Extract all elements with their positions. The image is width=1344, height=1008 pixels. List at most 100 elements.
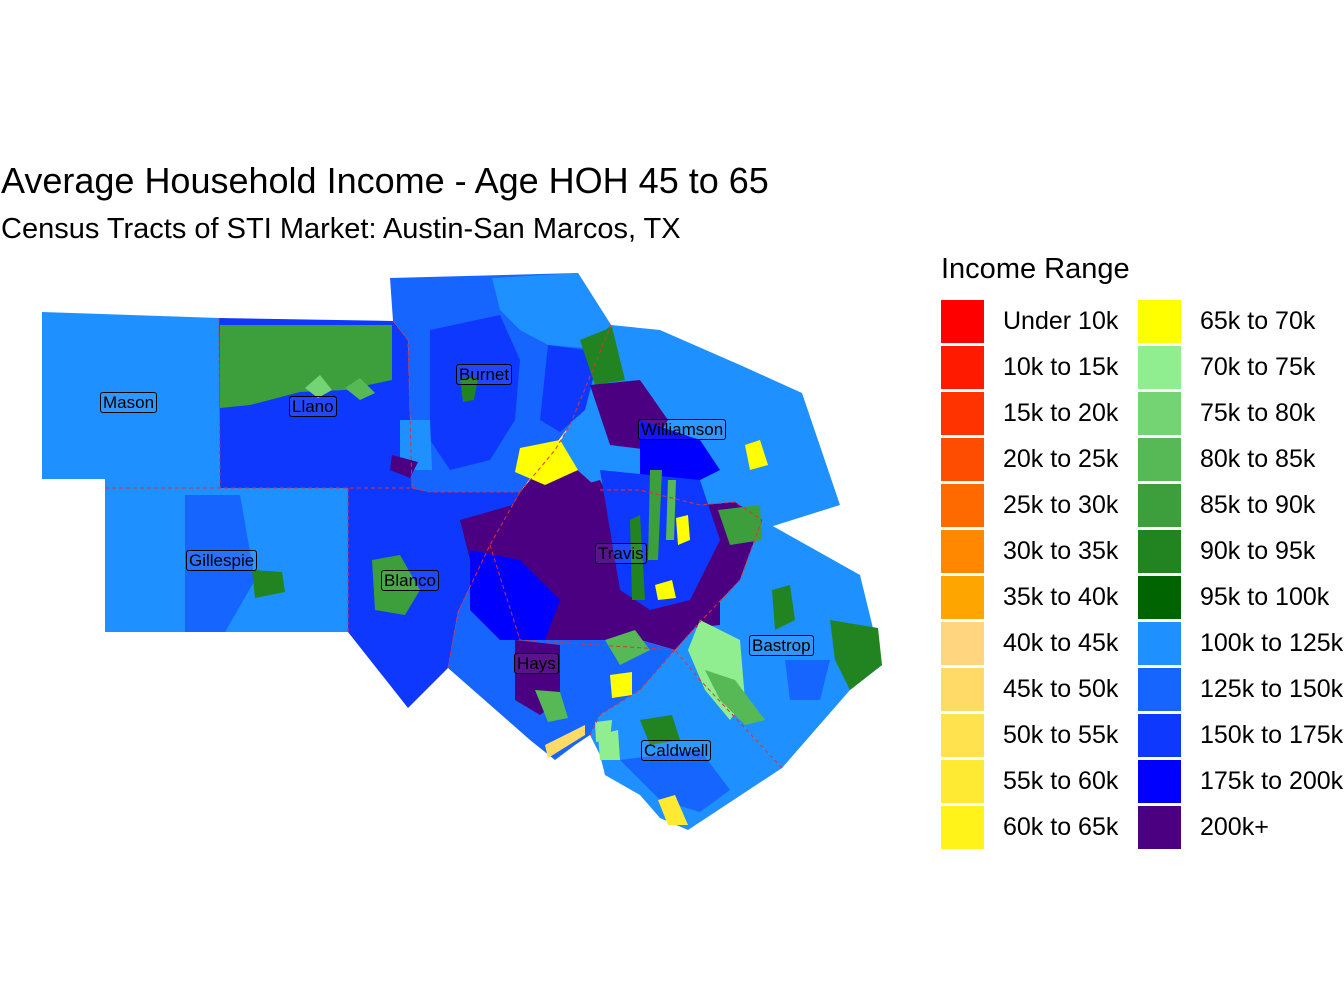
legend-swatch <box>941 668 984 711</box>
county-label-blanco: Blanco <box>381 570 439 591</box>
legend-label: 70k to 75k <box>1200 353 1316 381</box>
legend-label: 20k to 25k <box>1003 445 1119 473</box>
legend-swatch <box>941 346 984 389</box>
tract-shape <box>400 420 432 470</box>
county-label-bastrop: Bastrop <box>749 635 814 656</box>
county-label-caldwell: Caldwell <box>641 740 712 761</box>
tract-shape <box>772 585 795 630</box>
tract-shape <box>580 327 625 385</box>
tract-shape <box>718 505 762 545</box>
tract-shape <box>470 550 560 640</box>
tract-shape <box>305 375 332 398</box>
tract-shape <box>640 715 680 745</box>
legend-label: 30k to 35k <box>1003 537 1119 565</box>
tract-shape <box>676 515 690 545</box>
legend-swatch <box>1138 392 1181 435</box>
legend-label: 25k to 30k <box>1003 491 1119 519</box>
legend-swatch <box>941 576 984 619</box>
tract-shape <box>598 730 620 760</box>
map-title: Average Household Income - Age HOH 45 to… <box>1 160 769 201</box>
boundary-line <box>392 320 413 489</box>
boundary-line <box>674 519 783 769</box>
legend-label: 10k to 15k <box>1003 353 1119 381</box>
tract-shape <box>610 672 632 698</box>
legend-label: 65k to 70k <box>1200 307 1316 335</box>
legend-swatch <box>1138 714 1181 757</box>
tract-shape <box>515 440 578 485</box>
tract-shape <box>545 725 585 758</box>
legend-label: 50k to 55k <box>1003 721 1119 749</box>
legend-swatch <box>1138 484 1181 527</box>
boundary-line <box>600 489 763 521</box>
tract-shape <box>605 630 650 665</box>
county-boundaries <box>105 317 783 769</box>
legend-swatch <box>1138 530 1181 573</box>
tract-shape <box>830 620 882 690</box>
legend-label: 125k to 150k <box>1200 675 1344 703</box>
legend-label: 15k to 20k <box>1003 399 1119 427</box>
legend-label: 200k+ <box>1200 813 1269 841</box>
tract-shape <box>540 345 600 432</box>
legend-swatch <box>941 806 984 849</box>
county-label-travis: Travis <box>595 543 647 564</box>
tract-shape <box>658 795 688 825</box>
legend-swatch <box>941 392 984 435</box>
legend-label: 35k to 40k <box>1003 583 1119 611</box>
legend-label: 85k to 90k <box>1200 491 1316 519</box>
legend-label: 95k to 100k <box>1200 583 1330 611</box>
tract-shape <box>252 570 285 598</box>
county-label-gillespie: Gillespie <box>186 550 258 571</box>
boundary-line <box>447 491 521 669</box>
legend-label: 75k to 80k <box>1200 399 1316 427</box>
legend-swatch <box>941 300 984 343</box>
legend-label: 45k to 50k <box>1003 675 1119 703</box>
legend-swatch <box>1138 668 1181 711</box>
tract-shape <box>655 580 676 600</box>
legend-label: 90k to 95k <box>1200 537 1316 565</box>
legend-swatch <box>941 484 984 527</box>
legend-swatch <box>941 438 984 481</box>
tract-shape <box>492 273 611 348</box>
tract-shape <box>185 495 255 632</box>
tract-shape <box>600 470 720 610</box>
boundary-line <box>105 487 520 493</box>
tract-shape <box>745 440 768 470</box>
legend-swatch <box>1138 438 1181 481</box>
boundary-line <box>489 544 676 651</box>
legend-title: Income Range <box>941 253 1130 285</box>
legend-label: 55k to 60k <box>1003 767 1119 795</box>
county-label-williamson: Williamson <box>638 419 727 440</box>
tract-shape <box>680 595 720 628</box>
tract-shape <box>620 750 730 812</box>
legend-swatch <box>1138 760 1181 803</box>
tract-shape <box>785 660 830 700</box>
tract-shape <box>345 378 375 400</box>
legend-swatch <box>941 530 984 573</box>
legend-label: 80k to 85k <box>1200 445 1316 473</box>
tract-shape <box>535 690 568 722</box>
legend-label: 60k to 65k <box>1003 813 1119 841</box>
tract-detail <box>105 273 882 825</box>
county-label-burnet: Burnet <box>456 364 513 385</box>
legend-swatch <box>1138 576 1181 619</box>
boundary-line <box>218 317 221 489</box>
county-mason <box>42 312 220 488</box>
legend-label: 150k to 175k <box>1200 721 1344 749</box>
legend-label: 100k to 125k <box>1200 629 1344 657</box>
legend-label: 40k to 45k <box>1003 629 1119 657</box>
legend-swatch <box>1138 806 1181 849</box>
tract-shape <box>390 455 418 478</box>
map-subtitle: Census Tracts of STI Market: Austin-San … <box>1 213 681 245</box>
legend-label: Under 10k <box>1003 307 1119 335</box>
tract-shape <box>666 480 676 540</box>
legend-swatch <box>941 714 984 757</box>
legend-swatch <box>1138 346 1181 389</box>
boundary-line <box>519 324 612 493</box>
tract-shape <box>705 670 765 725</box>
county-label-hays: Hays <box>514 653 559 674</box>
legend-label: 175k to 200k <box>1200 767 1344 795</box>
county-label-mason: Mason <box>100 392 158 413</box>
county-label-llano: Llano <box>289 396 337 417</box>
tract-shape <box>625 330 760 440</box>
